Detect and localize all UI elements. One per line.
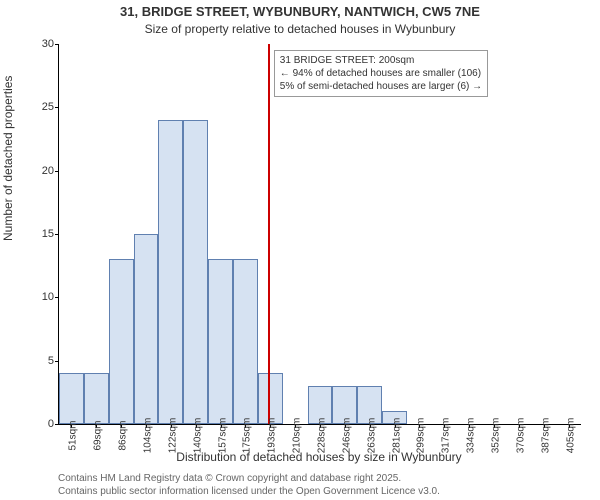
footer-copyright-1: Contains HM Land Registry data © Crown c… — [58, 473, 401, 484]
xtick-label: 246sqm — [341, 418, 352, 454]
xtick-label: 104sqm — [143, 418, 154, 454]
y-axis-label: Number of detached properties — [1, 76, 15, 241]
xtick-label: 122sqm — [167, 418, 178, 454]
histogram-bar — [134, 234, 159, 424]
xtick-label: 157sqm — [217, 418, 228, 454]
xtick-label: 317sqm — [441, 418, 452, 454]
xtick-label: 334sqm — [466, 418, 477, 454]
ytick-mark — [55, 171, 59, 172]
histogram-bar — [158, 120, 183, 424]
xtick-label: 370sqm — [515, 418, 526, 454]
xtick-label: 193sqm — [267, 418, 278, 454]
xtick-label: 140sqm — [192, 418, 203, 454]
xtick-label: 228sqm — [317, 418, 328, 454]
chart-title-main: 31, BRIDGE STREET, WYBUNBURY, NANTWICH, … — [0, 4, 600, 19]
xtick-label: 175sqm — [242, 418, 253, 454]
histogram-bar — [183, 120, 208, 424]
xtick-label: 387sqm — [540, 418, 551, 454]
xtick-label: 405sqm — [565, 418, 576, 454]
ytick-mark — [55, 424, 59, 425]
xtick-label: 263sqm — [366, 418, 377, 454]
xtick-label: 281sqm — [391, 418, 402, 454]
annotation-box: 31 BRIDGE STREET: 200sqm← 94% of detache… — [274, 50, 488, 97]
plot-area: 31 BRIDGE STREET: 200sqm← 94% of detache… — [58, 44, 581, 425]
xtick-label: 299sqm — [416, 418, 427, 454]
annotation-line-smaller: ← 94% of detached houses are smaller (10… — [280, 67, 482, 80]
ytick-label: 5 — [48, 355, 54, 367]
ytick-label: 0 — [48, 418, 54, 430]
histogram-bar — [233, 259, 258, 424]
footer-copyright-2: Contains public sector information licen… — [58, 486, 440, 497]
ytick-label: 30 — [42, 38, 54, 50]
ytick-mark — [55, 361, 59, 362]
xtick-label: 86sqm — [118, 420, 129, 450]
chart-title-sub: Size of property relative to detached ho… — [0, 22, 600, 36]
ytick-label: 15 — [42, 228, 54, 240]
ytick-label: 10 — [42, 291, 54, 303]
xtick-label: 352sqm — [491, 418, 502, 454]
histogram-bar — [84, 373, 109, 424]
ytick-label: 25 — [42, 101, 54, 113]
xtick-label: 51sqm — [68, 420, 79, 450]
ytick-mark — [55, 234, 59, 235]
annotation-line-larger: 5% of semi-detached houses are larger (6… — [280, 80, 482, 93]
xtick-label: 210sqm — [292, 418, 303, 454]
histogram-bar — [208, 259, 233, 424]
histogram-bar — [109, 259, 134, 424]
histogram-bar — [59, 373, 84, 424]
reference-line — [268, 44, 270, 424]
ytick-mark — [55, 297, 59, 298]
annotation-header: 31 BRIDGE STREET: 200sqm — [280, 54, 482, 67]
ytick-label: 20 — [42, 165, 54, 177]
histogram-bar — [258, 373, 283, 424]
xtick-label: 69sqm — [93, 420, 104, 450]
ytick-mark — [55, 44, 59, 45]
ytick-mark — [55, 107, 59, 108]
chart-container: 31, BRIDGE STREET, WYBUNBURY, NANTWICH, … — [0, 0, 600, 500]
